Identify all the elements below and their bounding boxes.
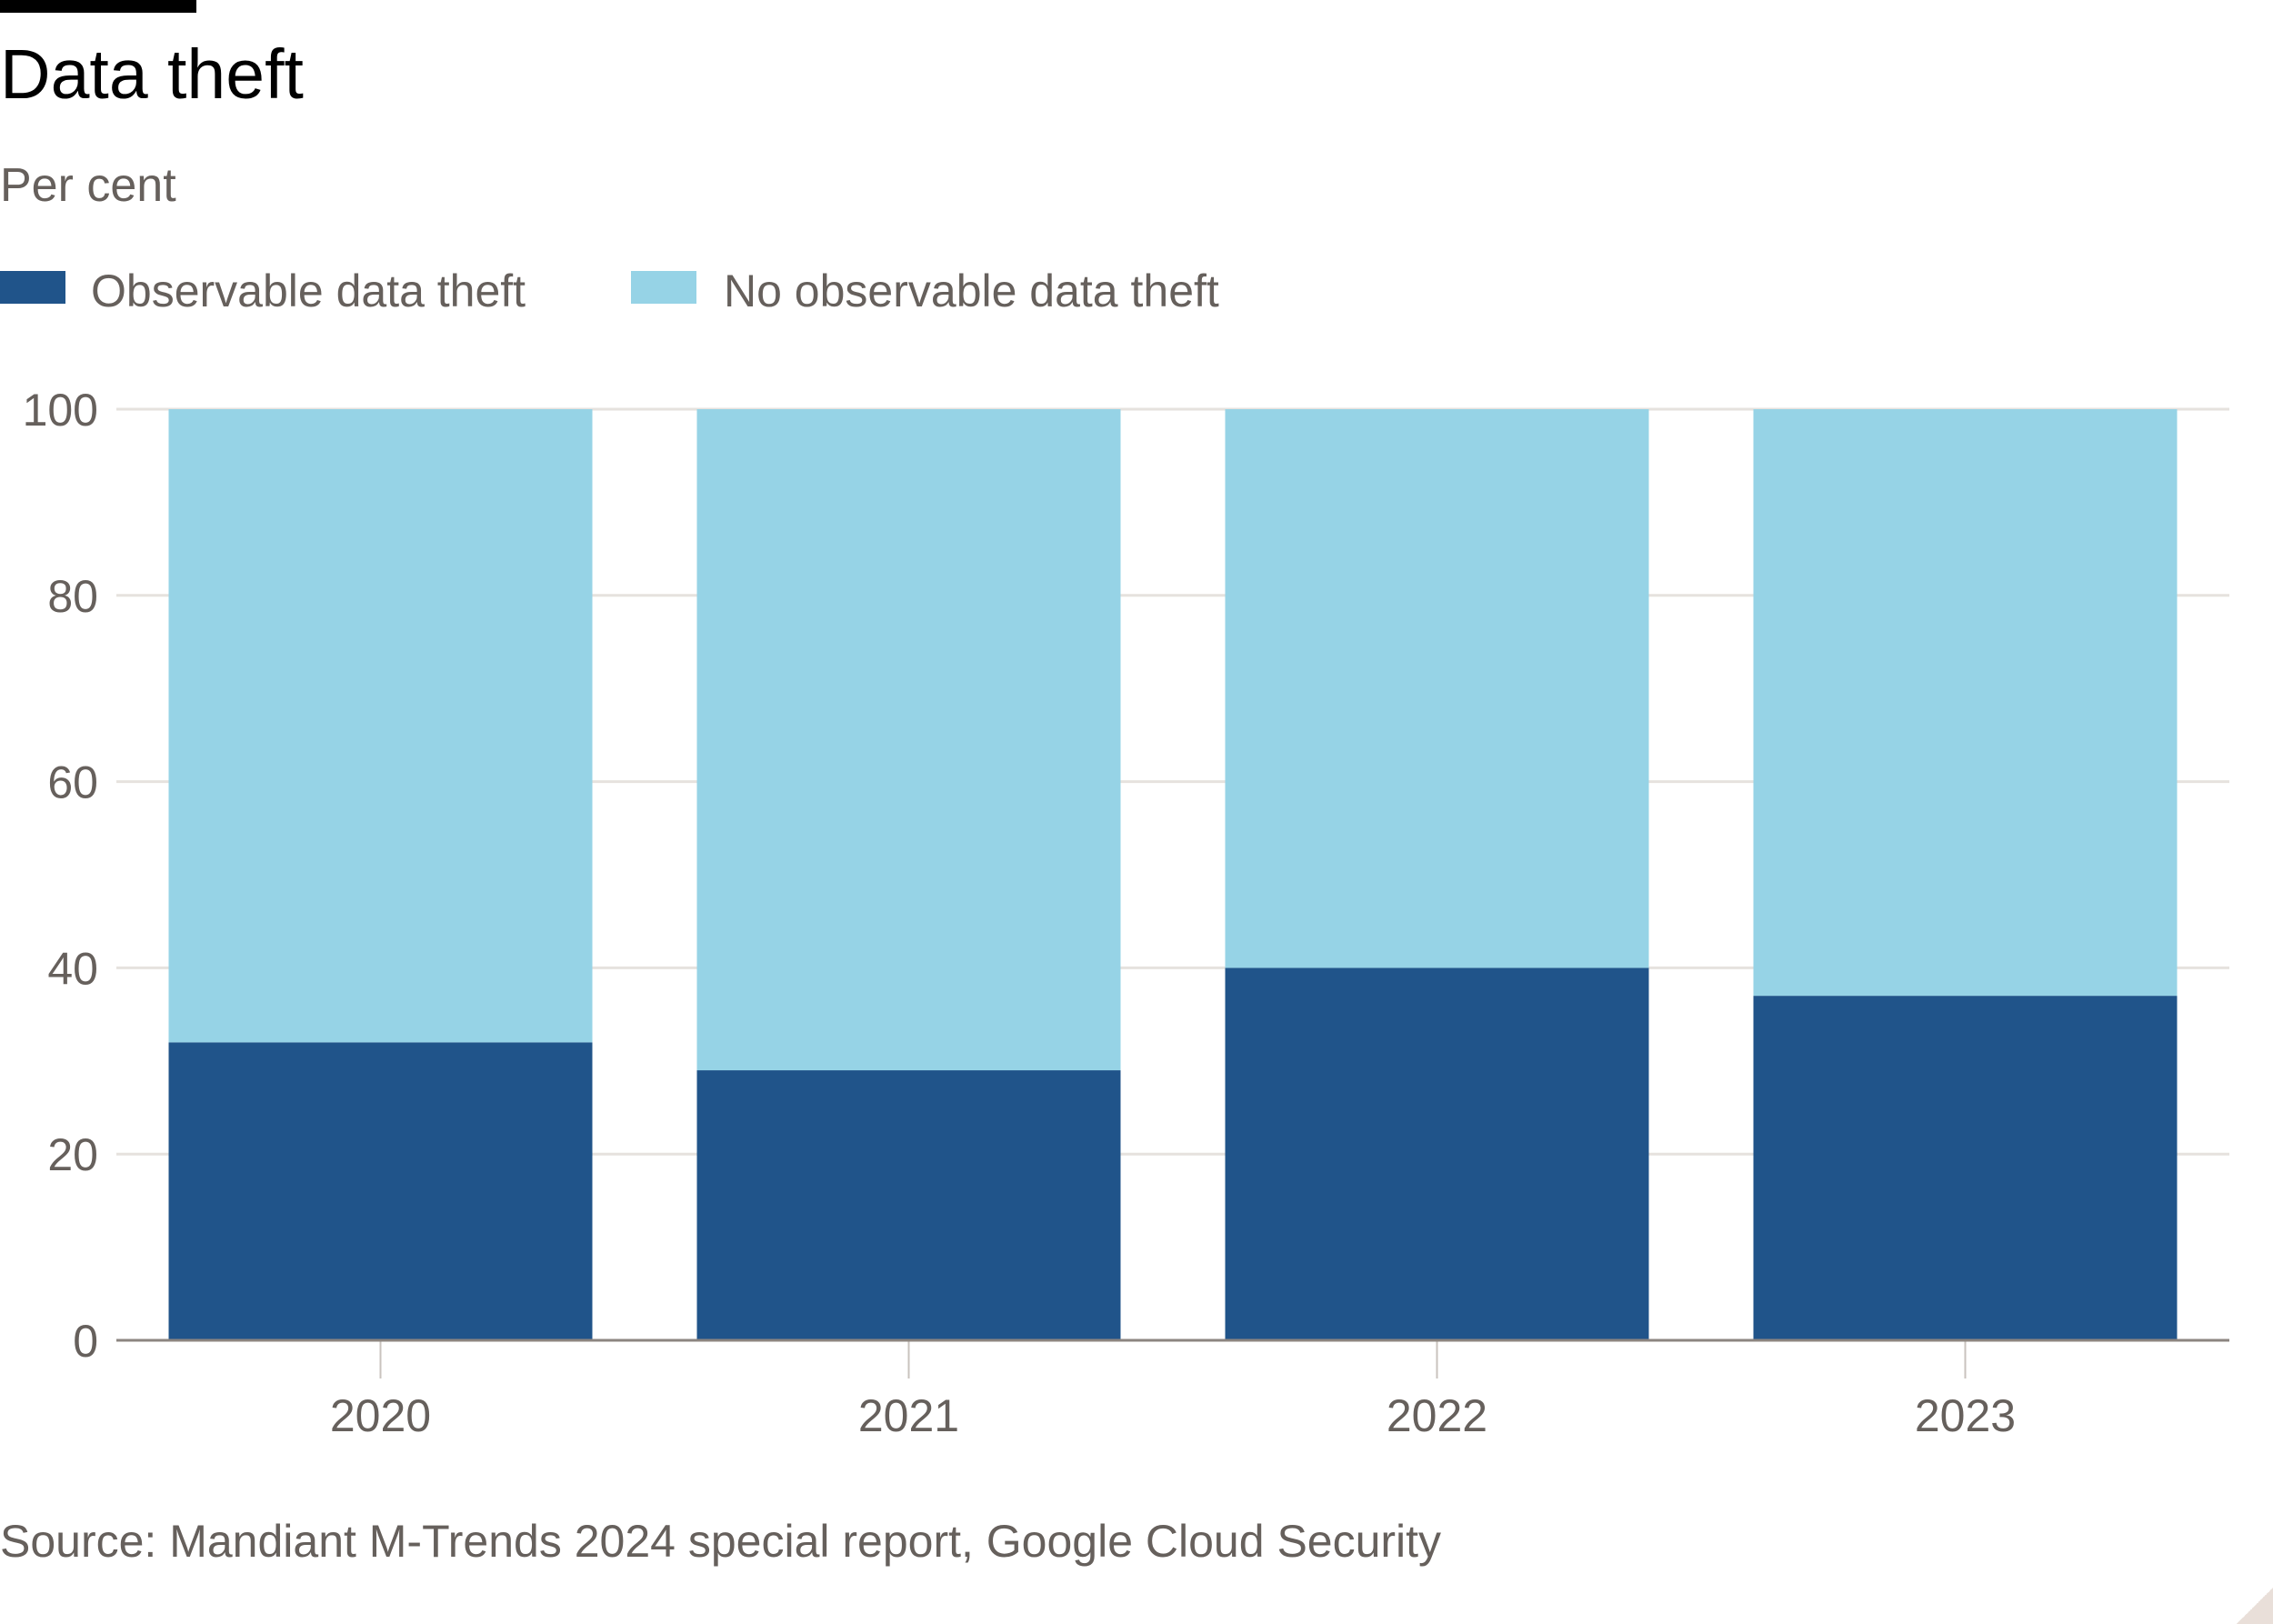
bar-observable-2023 (1753, 996, 2178, 1340)
brand-bar (0, 0, 196, 13)
x-tick-label-2022: 2022 (1387, 1390, 1487, 1441)
corner-fold-icon (2237, 1588, 2273, 1624)
bar-observable-2021 (696, 1070, 1121, 1340)
chart-subtitle: Per cent (0, 159, 176, 212)
y-tick-label-40: 40 (47, 943, 98, 994)
x-tick-label-2020: 2020 (330, 1390, 431, 1441)
legend-label-observable: Observable data theft (91, 266, 526, 316)
legend-swatch-no-observable (631, 271, 696, 304)
y-tick-label-60: 60 (47, 757, 98, 808)
legend-swatch-observable (0, 271, 65, 304)
x-tick-label-2023: 2023 (1915, 1390, 2016, 1441)
bar-no-observable-2023 (1753, 409, 2178, 997)
chart-title: Data theft (0, 35, 304, 114)
x-tick-label-2021: 2021 (858, 1390, 959, 1441)
bar-no-observable-2021 (696, 409, 1121, 1071)
y-tick-label-100: 100 (23, 385, 98, 436)
bar-no-observable-2020 (168, 409, 593, 1043)
bar-observable-2020 (168, 1042, 593, 1340)
y-tick-label-80: 80 (47, 571, 98, 622)
bar-observable-2022 (1225, 967, 1649, 1340)
source-note: Source: Mandiant M-Trends 2024 special r… (0, 1516, 1442, 1567)
y-tick-label-20: 20 (47, 1129, 98, 1180)
bar-no-observable-2022 (1225, 409, 1649, 968)
legend-label-no-observable: No observable data theft (724, 266, 1219, 316)
y-tick-label-0: 0 (73, 1316, 98, 1367)
